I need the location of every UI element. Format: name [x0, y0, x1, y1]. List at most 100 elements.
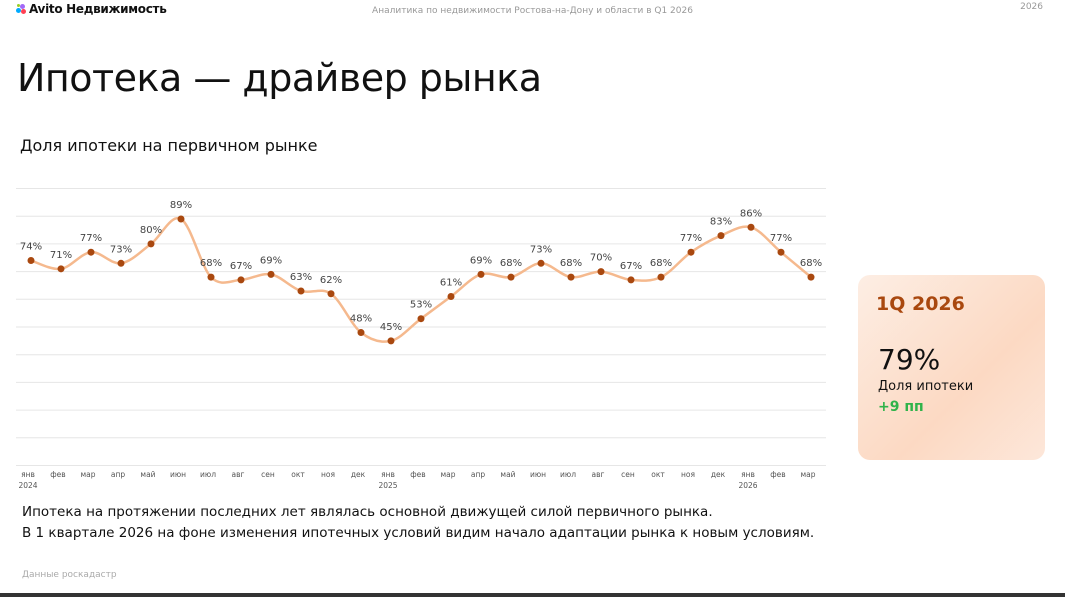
- logo-dots-icon: [16, 4, 26, 14]
- x-tick-label: ноя: [681, 470, 695, 479]
- data-point: [327, 290, 335, 298]
- x-tick-label: апр: [111, 470, 125, 479]
- data-point: [267, 270, 275, 278]
- data-point: [387, 337, 395, 345]
- data-point: [507, 273, 515, 281]
- data-label: 67%: [230, 261, 252, 272]
- data-label: 77%: [770, 233, 792, 244]
- data-point: [237, 276, 245, 284]
- data-label: 68%: [500, 258, 522, 269]
- x-tick-label: янв: [21, 470, 35, 479]
- data-label: 53%: [410, 300, 432, 311]
- data-label: 61%: [440, 278, 462, 289]
- x-tick-label: дек: [351, 470, 366, 479]
- data-label: 68%: [560, 258, 582, 269]
- x-tick-label: июн: [530, 470, 546, 479]
- data-label: 69%: [260, 255, 282, 266]
- x-tick-label: янв: [741, 470, 755, 479]
- data-point: [807, 273, 815, 281]
- chart-title: Доля ипотеки на первичном рынке: [20, 136, 318, 155]
- data-label: 77%: [80, 233, 102, 244]
- x-tick-label: авг: [592, 470, 605, 479]
- x-tick-label: окт: [291, 470, 305, 479]
- data-label: 62%: [320, 275, 342, 286]
- data-label: 71%: [50, 250, 72, 261]
- data-point: [297, 287, 305, 295]
- data-point: [27, 257, 35, 265]
- data-label: 48%: [350, 314, 372, 325]
- x-year-label: 2026: [738, 481, 757, 490]
- x-tick-label: янв: [381, 470, 395, 479]
- x-tick-label: авг: [232, 470, 245, 479]
- x-year-label: 2025: [378, 481, 397, 490]
- header-year: 2026: [1020, 2, 1043, 12]
- data-label: 86%: [740, 208, 762, 219]
- data-label: 69%: [470, 255, 492, 266]
- data-label: 68%: [200, 258, 222, 269]
- x-tick-label: фев: [50, 470, 65, 479]
- data-point: [657, 273, 665, 281]
- data-point: [777, 248, 785, 256]
- data-label: 73%: [530, 244, 552, 255]
- kpi-card: 1Q 2026 79% Доля ипотеки +9 пп: [858, 275, 1045, 460]
- x-tick-label: окт: [651, 470, 665, 479]
- data-point: [117, 259, 125, 267]
- kpi-value: 79%: [878, 343, 941, 376]
- source-note: Данные роскадастр: [22, 570, 117, 580]
- data-label: 68%: [800, 258, 822, 269]
- data-point: [747, 223, 755, 231]
- data-label: 73%: [110, 244, 132, 255]
- x-tick-label: май: [500, 470, 515, 479]
- x-year-label: 2024: [18, 481, 37, 490]
- data-label: 83%: [710, 217, 732, 228]
- mortgage-share-chart: 74% 71% 77% 73% 80% 89% 68% 67% 69% 63% 62% 48% 45% 5…: [16, 188, 826, 490]
- x-tick-label: ноя: [321, 470, 335, 479]
- data-label: 80%: [140, 225, 162, 236]
- x-tick-label: май: [140, 470, 155, 479]
- x-tick-label: фев: [770, 470, 785, 479]
- data-label: 45%: [380, 322, 402, 333]
- data-label: 68%: [650, 258, 672, 269]
- kpi-label: Доля ипотеки: [878, 379, 974, 394]
- description-line: В 1 квартале 2026 на фоне изменения ипот…: [22, 525, 815, 541]
- data-point: [447, 293, 455, 301]
- x-tick-label: сен: [621, 470, 635, 479]
- data-point: [567, 273, 575, 281]
- data-label: 77%: [680, 233, 702, 244]
- x-tick-label: апр: [471, 470, 485, 479]
- kpi-delta: +9 пп: [878, 399, 924, 415]
- description-line: Ипотека на протяжении последних лет явля…: [22, 504, 713, 520]
- x-tick-label: фев: [410, 470, 425, 479]
- data-point: [717, 232, 725, 240]
- header-caption: Аналитика по недвижимости Ростова-на-Дон…: [372, 6, 693, 16]
- x-tick-label: сен: [261, 470, 275, 479]
- x-tick-label: июл: [200, 470, 216, 479]
- data-label: 67%: [620, 261, 642, 272]
- x-tick-label: мар: [80, 470, 95, 479]
- bottom-bar: [0, 593, 1065, 597]
- x-tick-label: дек: [711, 470, 726, 479]
- data-point: [687, 248, 695, 256]
- avito-logo: Avito Недвижимость: [16, 2, 167, 16]
- x-tick-label: мар: [800, 470, 815, 479]
- page-title: Ипотека — драйвер рынка: [17, 56, 542, 100]
- data-label: 89%: [170, 200, 192, 211]
- data-label: 70%: [590, 253, 612, 264]
- data-label: 63%: [290, 272, 312, 283]
- x-tick-label: июл: [560, 470, 576, 479]
- data-point: [57, 265, 65, 273]
- x-tick-label: мар: [440, 470, 455, 479]
- data-point: [537, 259, 545, 267]
- data-point: [417, 315, 425, 323]
- kpi-period: 1Q 2026: [876, 293, 965, 315]
- data-point: [147, 240, 155, 248]
- x-tick-label: июн: [170, 470, 186, 479]
- data-point: [357, 329, 365, 337]
- data-point: [597, 268, 605, 276]
- data-point: [87, 248, 95, 256]
- description: Ипотека на протяжении последних лет явля…: [22, 502, 814, 544]
- logo-text: Avito Недвижимость: [29, 2, 167, 16]
- data-point: [177, 215, 185, 223]
- data-point: [477, 270, 485, 278]
- data-point: [207, 273, 215, 281]
